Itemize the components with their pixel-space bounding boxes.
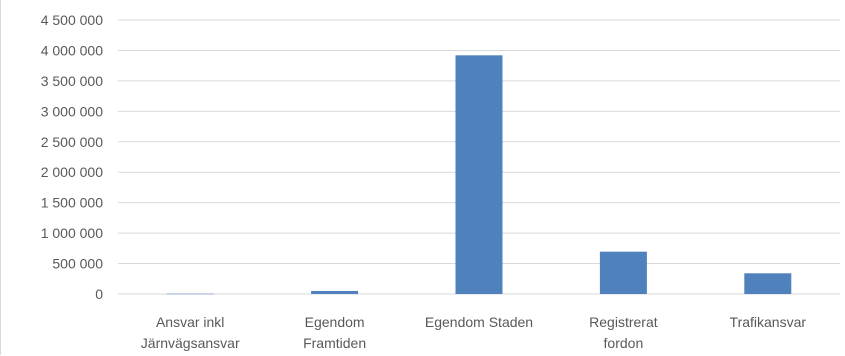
y-tick-label: 1 500 000 <box>41 195 103 211</box>
y-tick-label: 4 000 000 <box>41 42 103 58</box>
x-tick-label: Järnvägsansvar <box>141 335 240 351</box>
x-tick-label: Egendom Staden <box>425 314 533 330</box>
y-tick-label: 2 500 000 <box>41 134 103 150</box>
x-tick-label: Egendom <box>305 314 365 330</box>
y-tick-label: 2 000 000 <box>41 164 103 180</box>
y-axis-ticks: 0 500 000 1 000 000 1 500 000 2 000 000 2 500… <box>41 12 104 302</box>
x-tick-label: Registrerat <box>589 314 658 330</box>
y-tick-label: 3 500 000 <box>41 73 103 89</box>
y-tick-label: 3 000 000 <box>41 103 103 119</box>
bar <box>311 290 359 294</box>
y-tick-label: 4 500 000 <box>41 12 103 28</box>
y-tick-label: 500 000 <box>52 256 103 272</box>
x-tick-label: Trafikansvar <box>730 314 807 330</box>
x-axis-ticks: Ansvar inkl Järnvägsansvar Egendom Framtide… <box>141 314 807 351</box>
bar <box>455 55 503 295</box>
y-tick-label: 0 <box>95 286 103 302</box>
bar <box>166 293 214 295</box>
gridlines <box>118 19 840 295</box>
x-tick-label: Framtiden <box>303 335 366 351</box>
x-tick-label: fordon <box>604 335 644 351</box>
bars <box>166 55 792 295</box>
x-tick-label: Ansvar inkl <box>156 314 224 330</box>
y-tick-label: 1 000 000 <box>41 225 103 241</box>
bar <box>744 273 792 294</box>
bar <box>599 251 647 294</box>
